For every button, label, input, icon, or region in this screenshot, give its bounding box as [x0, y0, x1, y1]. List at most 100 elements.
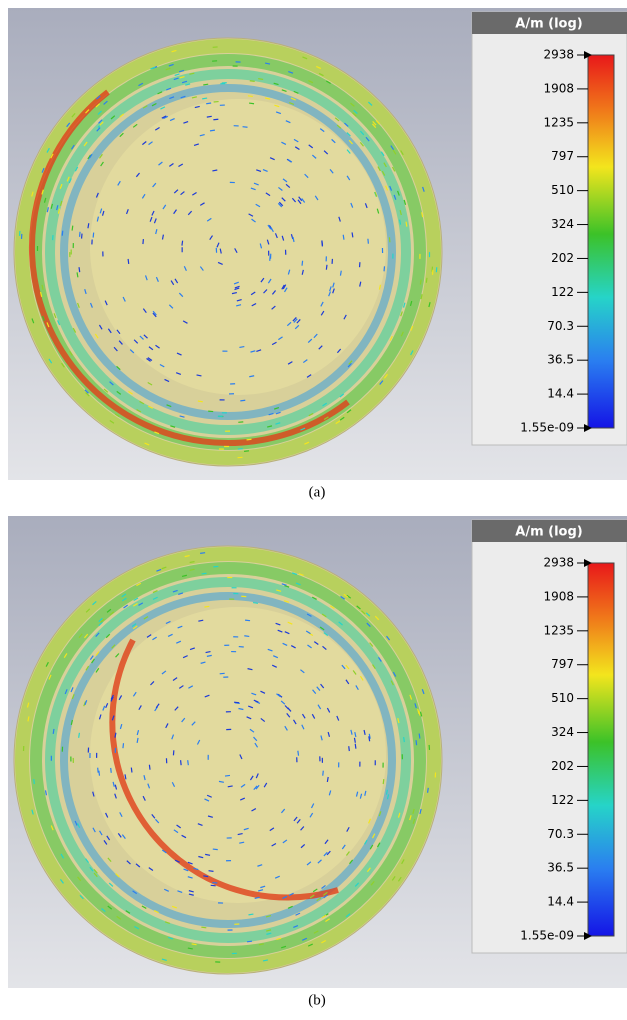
field-arrow	[167, 633, 173, 637]
field-arrow	[103, 388, 109, 393]
field-arrow	[287, 621, 293, 625]
field-arrow	[311, 713, 316, 719]
field-arrow	[324, 839, 329, 845]
field-arrow	[409, 694, 413, 700]
field-arrow	[192, 191, 197, 196]
tick-label: 510	[551, 691, 574, 705]
field-arrow	[83, 633, 89, 639]
field-arrow	[294, 146, 300, 151]
field-arrow	[83, 141, 88, 147]
field-arrow	[402, 302, 406, 308]
field-arrow	[41, 189, 44, 195]
field-arrow	[283, 600, 290, 603]
field-arrow	[146, 357, 151, 362]
field-arrow	[359, 130, 365, 136]
field-arrow	[74, 820, 78, 826]
field-arrow	[329, 286, 332, 292]
field-arrow	[131, 623, 137, 628]
field-arrow	[257, 864, 263, 867]
field-arrow	[283, 287, 288, 293]
field-arrow	[87, 154, 92, 160]
field-arrow	[161, 115, 167, 119]
field-arrow	[98, 714, 102, 720]
field-arrow	[254, 896, 260, 900]
field-arrow	[350, 729, 353, 735]
field-arrow	[287, 905, 293, 909]
field-arrow	[171, 49, 177, 53]
field-arrow	[368, 818, 372, 824]
field-arrow	[352, 670, 357, 675]
field-arrow	[39, 291, 43, 297]
field-arrow	[247, 668, 253, 671]
field-arrow	[101, 908, 106, 913]
field-arrow	[269, 157, 275, 161]
field-arrow	[136, 730, 140, 736]
field-arrow	[199, 134, 205, 137]
field-arrow	[110, 115, 116, 120]
field-arrow	[84, 288, 87, 295]
field-arrow	[274, 104, 280, 108]
field-arrow	[77, 302, 80, 308]
field-arrow	[302, 56, 308, 60]
field-arrow	[188, 893, 194, 896]
field-arrow	[114, 413, 120, 418]
field-arrow	[237, 832, 243, 836]
field-arrow	[114, 793, 117, 799]
field-arrow	[79, 894, 84, 900]
field-arrow	[350, 102, 355, 107]
field-arrow	[110, 696, 114, 702]
field-arrow	[308, 79, 314, 84]
field-arrow	[142, 105, 148, 109]
field-arrow	[161, 849, 167, 854]
field-arrow	[425, 277, 428, 283]
panel: A/m (log) 2938 1908 1235 797 510 324 202 122 70.3…	[8, 516, 627, 1008]
field-arrow	[256, 349, 262, 353]
field-arrow	[173, 77, 179, 81]
field-arrow	[132, 890, 138, 895]
field-arrow	[354, 743, 357, 749]
field-arrow	[390, 680, 394, 686]
field-arrow	[212, 848, 218, 851]
field-arrow	[219, 248, 222, 254]
field-arrow	[275, 422, 281, 425]
field-arrow	[46, 207, 49, 213]
field-arrow	[320, 310, 325, 316]
field-arrow	[281, 89, 287, 92]
field-arrow	[350, 202, 354, 208]
tick-label: 14.4	[547, 895, 574, 909]
tick-label: 324	[551, 217, 574, 231]
field-arrow	[59, 183, 63, 189]
field-arrow	[141, 193, 146, 199]
field-arrow	[247, 95, 253, 98]
field-arrow	[354, 731, 357, 738]
tick-label: 36.5	[547, 861, 574, 875]
field-arrow	[250, 350, 256, 353]
field-arrow	[85, 665, 90, 671]
field-arrow	[107, 857, 112, 863]
field-arrow	[321, 939, 327, 944]
field-arrow	[370, 880, 375, 886]
field-arrow	[316, 686, 321, 691]
field-arrow	[280, 808, 286, 814]
field-arrow	[326, 776, 329, 783]
field-arrow	[278, 201, 284, 207]
field-arrow	[305, 630, 311, 635]
field-arrow	[271, 341, 277, 346]
field-arrow	[148, 867, 154, 871]
field-arrow	[110, 694, 114, 700]
field-arrow	[152, 590, 158, 594]
field-arrow	[346, 594, 352, 599]
field-arrow	[254, 742, 259, 748]
field-arrow	[323, 894, 328, 899]
field-arrow	[400, 331, 404, 337]
field-ring	[15, 547, 441, 973]
field-arrow	[66, 176, 70, 182]
field-arrow	[301, 198, 306, 203]
field-arrow	[346, 826, 350, 832]
field-arrow	[135, 863, 141, 868]
field-arrow	[76, 272, 79, 278]
field-arrow	[273, 82, 279, 86]
field-arrow	[286, 321, 292, 327]
field-arrow	[161, 234, 165, 240]
